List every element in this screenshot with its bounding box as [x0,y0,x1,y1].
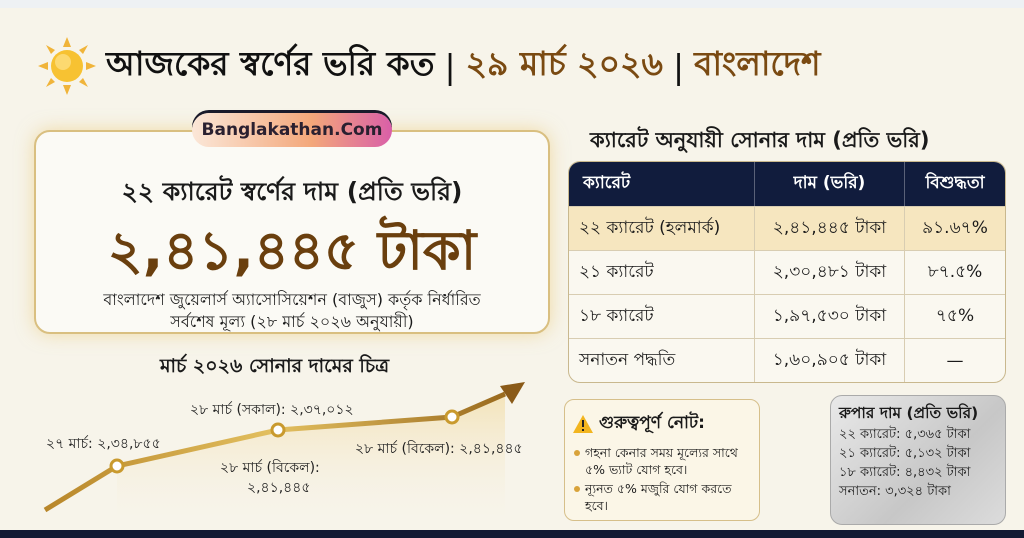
hero-note-line1: বাংলাদেশ জুয়েলার্স অ্যাসোসিয়েশন (বাজুস… [103,290,481,309]
table-row: ১৮ ক্যারেট ১,৯৭,৫৩০ টাকা ৭৫% [569,294,1005,338]
table-title: ক্যারেট অনুযায়ী সোনার দাম (প্রতি ভরি) [590,128,930,152]
hero-price: ২,৪১,৪৪৫ টাকা [107,219,477,282]
karat-price-table: ক্যারেট দাম (ভরি) বিশুদ্ধতা ২২ ক্যারেট (… [568,161,1006,383]
trend-point [270,422,286,438]
arrow-head-icon [500,382,525,404]
cell: ৯১.৬৭% [905,206,1005,250]
site-badge: Banglakathan.Com [192,113,392,147]
note-item: ন্যূনত ৫% মজুরি যোগ করতে হবে। [573,480,751,514]
title-main: আজকের স্বর্ণের ভরি কত [106,44,435,83]
table-row: ২১ ক্যারেট ২,৩০,৪৮১ টাকা ৮৭.৫% [569,250,1005,294]
cell: ১৮ ক্যারেট [569,294,755,338]
table-row: সনাতন পদ্ধতি ১,৬০,৯০৫ টাকা — [569,338,1005,382]
trend-title: মার্চ ২০২৬ সোনার দামের চিত্র [160,355,390,377]
column-header: বিশুদ্ধতা [905,162,1005,206]
title-date: ২৯ মার্চ ২০২৬ [465,44,663,83]
cell: ৮৭.৫% [905,250,1005,294]
hero-note-line2: সর্বশেষ মূল্য (২৮ মার্চ ২০২৬ অনুযায়ী) [170,312,414,331]
hero-subtitle: ২২ ক্যারেট স্বর্ণের দাম (প্রতি ভরি) [121,177,463,206]
note-title: গুরুত্বপূর্ণ নোট: [573,410,751,438]
cell: ১,৬০,৯০৫ টাকা [755,338,905,382]
trend-chart [43,382,525,530]
title-country: বাংলাদেশ [694,44,821,83]
trend-area [117,395,505,530]
trend-point [444,409,460,425]
trend-label: ২৮ মার্চ (বিকেল): ২,৪১,৪৪৫ [355,441,523,457]
sun-icon [38,37,96,95]
cell: ২২ ক্যারেট (হলমার্ক) [569,206,755,250]
trend-point [109,458,125,474]
cell: ২,৩০,৪৮১ টাকা [755,250,905,294]
table-row: ২২ ক্যারেট (হলমার্ক) ২,৪১,৪৪৫ টাকা ৯১.৬৭% [569,206,1005,250]
title-separator: | [444,46,456,86]
silver-price-card: রুপার দাম (প্রতি ভরি) ২২ ক্যারেট: ৫,৩৬৫ … [830,395,1006,525]
top-strip [0,0,1024,8]
trend-label: ২,৪১,৪৪৫ [247,480,311,496]
cell: ৭৫% [905,294,1005,338]
note-item: গহনা কেনার সময় মূল্যের সাথে ৫% ভ্যাট যো… [573,444,751,478]
warning-icon [573,415,593,433]
silver-title: রুপার দাম (প্রতি ভরি) [839,404,979,422]
page-title: আজকের স্বর্ণের ভরি কত | ২৯ মার্চ ২০২৬ | … [38,36,821,96]
cell: ২১ ক্যারেট [569,250,755,294]
cell: সনাতন পদ্ধতি [569,338,755,382]
table-header-row: ক্যারেট দাম (ভরি) বিশুদ্ধতা [569,162,1005,206]
silver-row: ২২ ক্যারেট: ৫,৩৬৫ টাকা [839,427,971,442]
silver-row: ২১ ক্যারেট: ৫,১৩২ টাকা [839,446,971,461]
cell: ২,৪১,৪৪৫ টাকা [755,206,905,250]
trend-label: ২৮ মার্চ (সকাল): ২,৩৭,০১২ [190,402,354,418]
bottom-strip [0,530,1024,538]
silver-row: সনাতন: ৩,৩২৪ টাকা [839,484,951,499]
trend-label: ২৭ মার্চ: ২,৩৪,৮৫৫ [46,436,161,452]
note-title-text: গুরুত্বপূর্ণ নোট: [599,413,705,433]
hero-card: ২২ ক্যারেট স্বর্ণের দাম (প্রতি ভরি) ২,৪১… [34,130,550,334]
important-note: গুরুত্বপূর্ণ নোট: গহনা কেনার সময় মূল্যে… [564,399,760,521]
title-separator: | [672,46,685,86]
silver-row: ১৮ ক্যারেট: ৪,৪৩২ টাকা [839,465,971,480]
column-header: দাম (ভরি) [755,162,905,206]
cell: ১,৯৭,৫৩০ টাকা [755,294,905,338]
cell: — [905,338,1005,382]
trend-label: ২৮ মার্চ (বিকেল): [220,460,320,476]
column-header: ক্যারেট [569,162,755,206]
